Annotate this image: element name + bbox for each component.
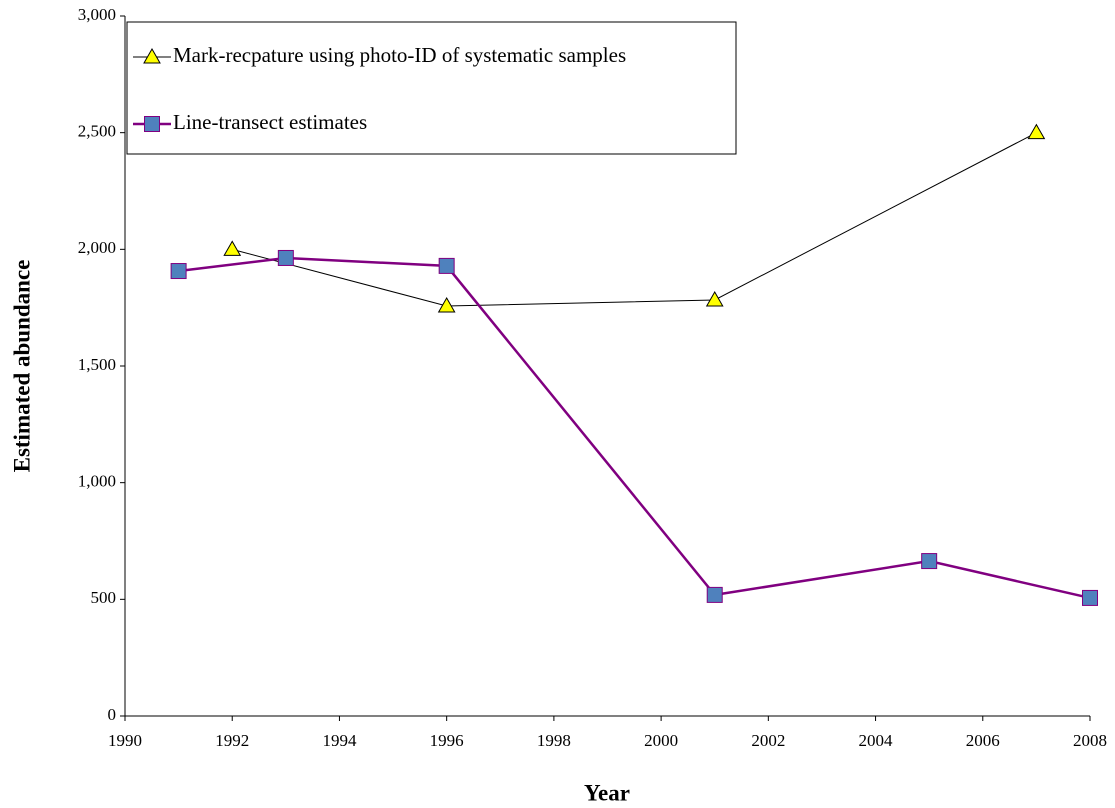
data-point [277, 249, 294, 266]
data-point [223, 240, 242, 256]
x-tick-label: 1992 [215, 731, 249, 750]
x-axis-title: Year [584, 780, 630, 805]
legend-text: Line-transect estimates [173, 110, 367, 134]
data-point [921, 553, 938, 570]
x-tick-label: 2000 [644, 731, 678, 750]
legend-text: Mark-recpature using photo-ID of systema… [173, 43, 626, 67]
x-tick-label: 2004 [859, 731, 894, 750]
x-tick-label: 2008 [1073, 731, 1107, 750]
series-line [232, 132, 1037, 307]
data-point [705, 290, 724, 307]
y-tick-label: 500 [91, 588, 117, 607]
y-axis-title: Estimated abundance [9, 260, 34, 473]
data-point [706, 586, 723, 603]
legend: Mark-recpature using photo-ID of systema… [126, 21, 737, 155]
y-tick-label: 1,000 [78, 472, 116, 491]
legend-marker [144, 116, 160, 132]
data-point [170, 263, 187, 280]
legend-marker [143, 47, 161, 64]
x-tick-label: 1998 [537, 731, 571, 750]
x-tick-label: 1994 [322, 731, 357, 750]
data-point [1027, 123, 1046, 140]
data-point [438, 257, 455, 274]
data-point [1082, 589, 1098, 606]
data-point [437, 297, 456, 313]
x-tick-label: 1996 [430, 731, 464, 750]
legend-box [126, 21, 737, 155]
series-line [178, 256, 1091, 600]
y-tick-label: 1,500 [78, 355, 116, 374]
y-tick-label: 2,000 [78, 238, 116, 257]
y-tick-label: 2,500 [78, 122, 116, 141]
y-tick-label: 0 [108, 705, 117, 724]
x-tick-label: 2002 [751, 731, 785, 750]
x-tick-label: 1990 [108, 731, 142, 750]
y-tick-label: 3,000 [78, 5, 116, 24]
x-tick-label: 2006 [966, 731, 1000, 750]
